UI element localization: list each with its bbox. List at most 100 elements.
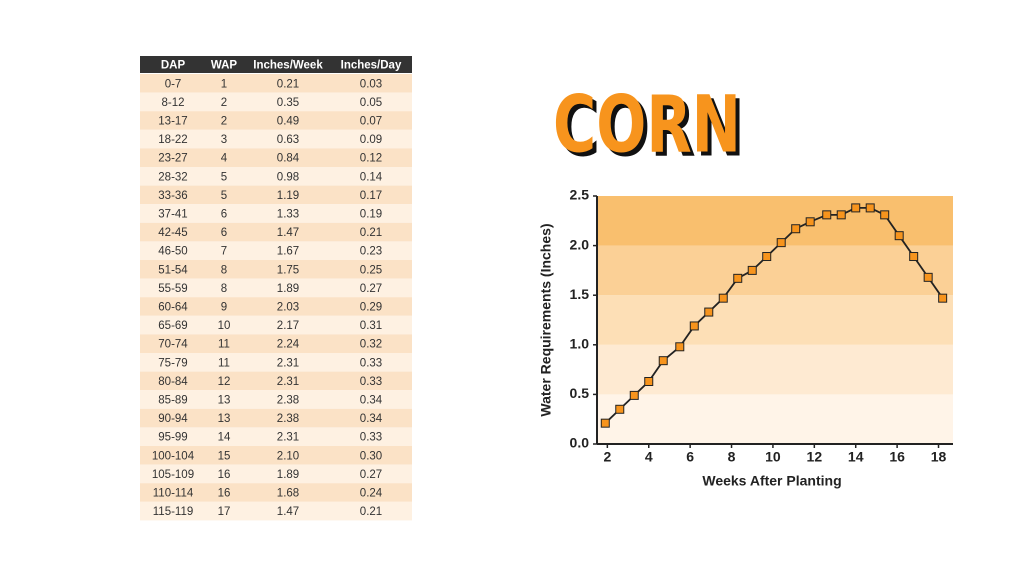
marker [894,231,904,241]
band [597,394,953,444]
header-cell: DAP [161,60,186,72]
table-cell: 4 [221,153,228,165]
chart-title: CORN [553,80,741,170]
table-cell: 80-84 [158,376,188,388]
table-cell: 2.24 [277,339,300,351]
table-cell: 13-17 [158,116,187,128]
table-row [140,222,412,242]
table-cell: 0.23 [360,246,382,258]
table-cell: 100-104 [152,450,195,462]
y-tick-label: 2.5 [570,187,590,203]
table-row [140,390,412,409]
table-cell: 95-99 [158,432,187,444]
table-cell: 9 [221,302,227,314]
table-cell: 2.03 [277,302,299,314]
header-cell: Inches/Week [253,60,323,72]
table-cell: 1.47 [277,227,299,239]
table-cell: 1.75 [277,264,299,276]
marker [822,210,832,220]
table-cell: 60-64 [158,302,188,314]
marker [851,203,861,213]
table-cell: 51-54 [158,264,188,276]
table-cell: 85-89 [158,395,187,407]
table-cell: 0.27 [360,469,382,481]
marker [791,224,801,234]
marker [658,356,668,366]
table-cell: 7 [221,246,227,258]
table-cell: 11 [218,339,230,351]
marker [718,293,728,303]
table-row [140,353,412,372]
x-tick-label: 14 [848,449,864,465]
table-row [140,204,412,223]
table-cell: 42-45 [158,227,187,239]
table-cell: 0.33 [360,376,382,388]
table-cell: 1.68 [277,488,299,500]
table-row [140,148,412,167]
table-cell: 13 [218,413,231,425]
table-cell: 2.38 [277,413,299,425]
table-cell: 0.33 [360,357,382,369]
table-cell: 55-59 [158,283,187,295]
header-cell: Inches/Day [341,60,402,72]
table-cell: 5 [221,171,227,183]
table-cell: 110-114 [153,488,194,500]
x-tick-label: 4 [645,449,653,465]
table-row [140,129,412,149]
table-cell: 1.47 [277,506,299,518]
marker [733,273,743,283]
table-cell: 2 [221,97,227,109]
table-cell: 0.49 [277,116,299,128]
marker [747,265,757,275]
marker [865,203,875,213]
table-cell: 105-109 [152,469,194,481]
table-row [140,315,412,335]
table-cell: 13 [218,395,231,407]
table-cell: 1.19 [277,190,299,202]
table-row [140,74,412,93]
table-cell: 115-119 [153,506,194,518]
marker [629,390,639,400]
table-cell: 0.33 [360,432,382,444]
table-cell: 0.27 [360,283,382,295]
table-cell: 8 [221,283,227,295]
table-row [140,167,412,186]
table-cell: 0.25 [360,264,382,276]
marker [909,252,919,262]
table-cell: 10 [218,320,231,332]
table-cell: 1.67 [277,246,299,258]
table-row [140,464,412,484]
table-row [140,446,412,465]
table-row [140,111,412,130]
marker [644,377,654,387]
table-row [140,334,412,353]
marker [689,321,699,331]
x-tick-label: 6 [686,449,694,465]
table-row [140,483,412,502]
band [597,344,953,395]
table-cell: 70-74 [158,339,188,351]
table-cell: 6 [221,209,227,221]
marker [776,238,786,248]
table-cell: 0.84 [277,153,300,165]
table-row [140,408,412,428]
x-tick-label: 16 [889,449,905,465]
x-tick-label: 2 [603,449,611,465]
y-tick-label: 0.0 [570,435,590,451]
table-cell: 2.31 [277,376,299,388]
band [597,295,953,345]
y-tick-label: 1.0 [570,336,590,352]
title-shadow: CORN [557,84,745,174]
table-row [140,185,412,205]
table-cell: 1 [221,78,227,90]
table-cell: 0.32 [360,339,382,351]
x-tick-label: 12 [807,449,823,465]
table-cell: 0.19 [360,209,382,221]
y-tick-label: 1.5 [570,286,590,302]
table-cell: 0.09 [360,134,382,146]
table-cell: 0-7 [165,78,182,90]
table-cell: 0.14 [360,171,383,183]
table-cell: 0.34 [360,395,383,407]
table-row [140,297,412,316]
